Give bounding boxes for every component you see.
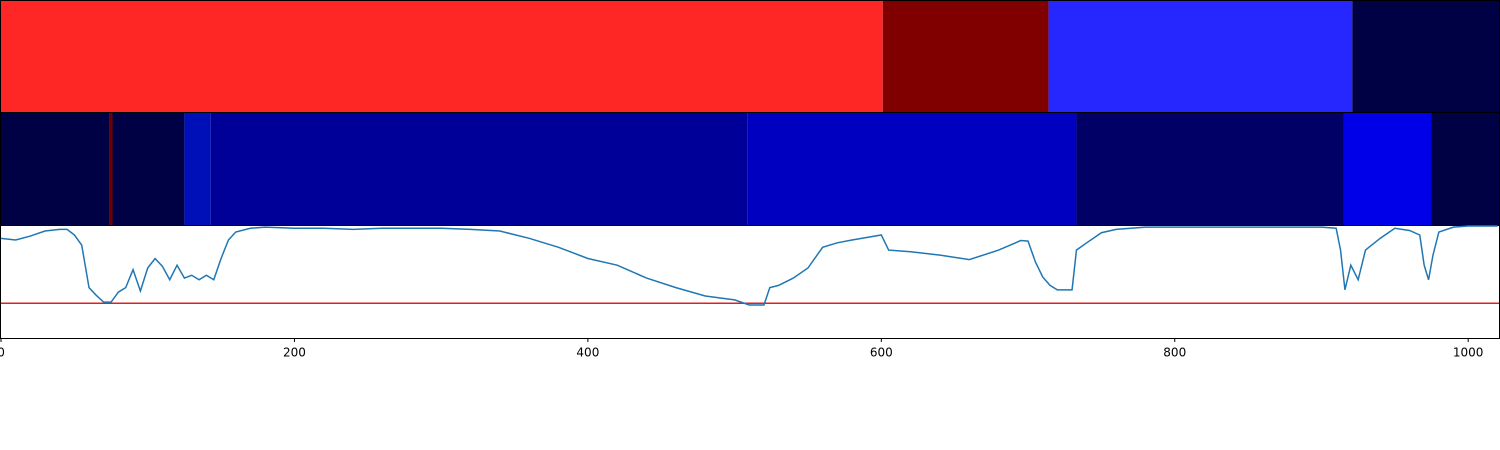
data-line [0,225,1498,306]
x-tick-label: 400 [576,346,599,360]
x-tick-label: 800 [1163,346,1186,360]
band-segment [1,1,883,112]
band-segment [112,113,185,225]
x-tick-label: 1000 [1453,346,1484,360]
band-segment [1048,1,1353,112]
x-tick-label: 200 [283,346,306,360]
band-segment [1352,1,1499,112]
x-tick-label: 0 [0,346,5,360]
band-segment [882,1,1049,112]
band-segment [184,113,211,225]
band-segment [1343,113,1432,225]
panel-frame [0,225,1500,339]
band-segment [109,113,113,225]
x-tick-label: 600 [870,346,893,360]
band-segment [747,113,1077,225]
band-segment [1076,113,1344,225]
band-segment [1431,113,1499,225]
band-segment [1,113,110,225]
band-segment [210,113,748,225]
